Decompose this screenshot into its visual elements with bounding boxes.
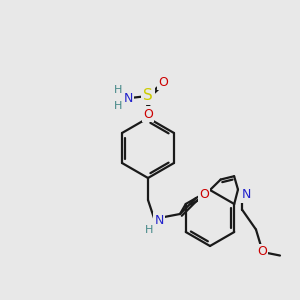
Text: N: N	[241, 188, 251, 201]
Text: H: H	[114, 101, 122, 111]
Text: H: H	[114, 85, 122, 95]
Text: O: O	[199, 188, 209, 200]
Text: N: N	[123, 92, 133, 104]
Text: N: N	[154, 214, 164, 226]
Text: O: O	[257, 245, 267, 258]
Text: O: O	[143, 107, 153, 121]
Text: O: O	[158, 76, 168, 88]
Text: H: H	[145, 225, 153, 235]
Text: S: S	[143, 88, 153, 104]
